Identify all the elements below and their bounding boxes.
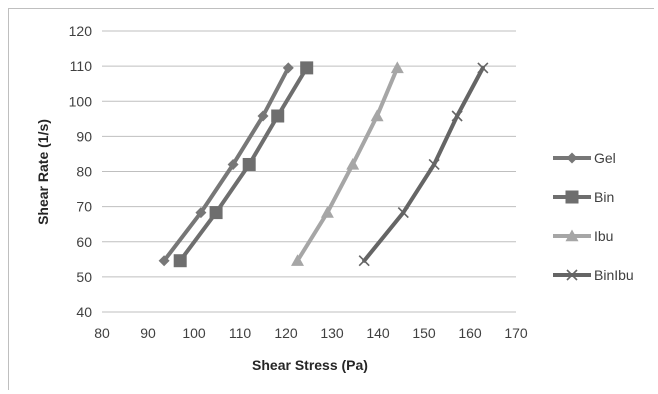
point-binibu-2 — [428, 158, 440, 171]
y-tick-120: 120 — [69, 23, 93, 39]
series-group — [158, 61, 489, 268]
x-tick-100: 100 — [182, 325, 206, 341]
point-binibu-1 — [397, 207, 409, 219]
point-gel-0 — [158, 255, 170, 267]
point-binibu-0-stroke-b — [358, 255, 370, 267]
x-tick-150: 150 — [412, 325, 436, 341]
series-line-gel — [162, 65, 291, 263]
point-binibu-1-stroke-b — [397, 207, 409, 219]
x-tick-170: 170 — [504, 325, 528, 341]
point-bin-4 — [300, 61, 314, 75]
x-tick-130: 130 — [320, 325, 344, 341]
legend-label-binibu: BinIbu — [594, 267, 634, 283]
chart-frame — [8, 8, 654, 390]
point-ibu-3 — [370, 109, 384, 122]
point-gel-1 — [195, 207, 207, 219]
x-tick-160: 160 — [458, 325, 482, 341]
point-ibu-4 — [390, 61, 404, 74]
legend-item-ibu: Ibu — [553, 228, 613, 244]
y-tick-40: 40 — [76, 304, 92, 320]
point-ibu-0 — [291, 254, 304, 266]
y-tick-50: 50 — [76, 269, 92, 285]
x-tick-110: 110 — [229, 325, 252, 341]
x-tick-120: 120 — [274, 325, 298, 341]
point-binibu-3-stroke-b — [451, 110, 463, 122]
y-tick-110: 110 — [70, 58, 93, 74]
legend-label-gel: Gel — [594, 150, 616, 166]
y-tick-90: 90 — [76, 128, 92, 144]
y-tick-labels: 40 50 60 70 80 90 100 110 120 — [69, 23, 93, 320]
point-binibu-4 — [477, 62, 489, 74]
legend-item-binibu: BinIbu — [553, 267, 634, 283]
series-line-binibu — [362, 65, 485, 263]
point-binibu-2-stroke-b — [428, 158, 440, 171]
y-tick-80: 80 — [76, 164, 92, 180]
x-tick-labels: 80 90 100 110 120 130 140 150 160 170 — [94, 325, 528, 341]
legend-item-bin: Bin — [553, 189, 614, 205]
legend-item-gel: Gel — [553, 150, 616, 166]
point-bin-2 — [242, 157, 256, 171]
point-binibu-3 — [451, 110, 463, 122]
x-tick-80: 80 — [94, 325, 110, 341]
point-bin-3 — [271, 109, 285, 123]
point-binibu-4-stroke-b — [477, 62, 489, 74]
legend-label-ibu: Ibu — [594, 228, 613, 244]
y-axis-title: Shear Rate (1/s) — [35, 119, 51, 225]
y-tick-60: 60 — [76, 234, 92, 250]
point-gel-4 — [282, 62, 294, 74]
point-ibu-1 — [320, 206, 334, 218]
point-gel-3 — [257, 110, 269, 122]
legend-marker-gel — [566, 152, 578, 164]
point-bin-0 — [173, 254, 187, 268]
y-tick-70: 70 — [76, 199, 92, 215]
legend-marker-binibu-stroke-b — [566, 269, 578, 281]
series-line-ibu — [295, 65, 400, 263]
point-ibu-2 — [346, 157, 360, 170]
legend-marker-binibu — [566, 269, 578, 281]
legend-marker-bin — [565, 190, 579, 204]
legend-marker-ibu — [565, 229, 579, 242]
point-binibu-0 — [358, 255, 370, 267]
legend-label-bin: Bin — [594, 189, 614, 205]
x-tick-140: 140 — [366, 325, 390, 341]
x-axis-title: Shear Stress (Pa) — [252, 357, 368, 373]
x-tick-90: 90 — [140, 325, 156, 341]
y-tick-100: 100 — [69, 93, 93, 109]
point-bin-1 — [209, 206, 223, 220]
point-gel-2 — [227, 158, 239, 170]
